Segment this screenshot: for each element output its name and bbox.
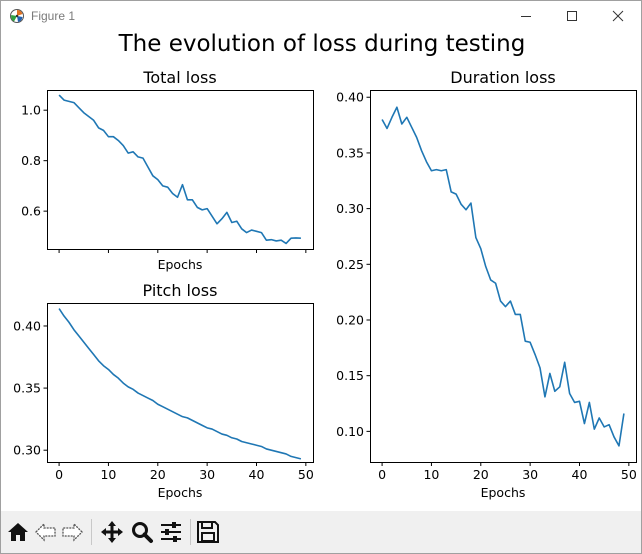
y-tick-label: 0.8 (21, 153, 41, 168)
window-title: Figure 1 (31, 9, 76, 23)
y-tick-label: 1.0 (21, 103, 41, 118)
y-tick-label: 0.6 (21, 204, 41, 219)
plots-svg: Total loss 0.6 0.8 1.0 Epochs Pitch loss 0 10 20… (13, 68, 637, 500)
y-tick-label: 0.40 (336, 90, 364, 105)
pitch-loss-series-line (58, 308, 302, 460)
duration-loss-series-line (381, 106, 625, 447)
figure-canvas[interactable]: The evolution of loss during testing Tot… (1, 31, 641, 511)
pitch-loss-xlabel: Epochs (158, 485, 203, 500)
pan-button[interactable] (99, 519, 125, 545)
zoom-icon (132, 522, 153, 543)
y-tick-label: 0.40 (13, 318, 41, 333)
y-tick-label: 0.15 (336, 368, 364, 383)
figure-suptitle: The evolution of loss during testing (118, 31, 526, 57)
x-tick-label: 10 (423, 467, 439, 482)
total-loss-title: Total loss (142, 68, 216, 87)
duration-loss-title: Duration loss (450, 68, 555, 87)
matplotlib-app-icon (10, 9, 24, 23)
configure-subplots-button[interactable] (158, 519, 184, 545)
back-icon (35, 522, 56, 542)
duration-loss-xlabel: Epochs (481, 485, 526, 500)
duration-loss-frame (370, 90, 637, 463)
pitch-loss-axes: Pitch loss 0 10 20 30 40 50 0.30 0.35 0.40 Epochs (13, 281, 314, 500)
pan-icon (101, 521, 123, 543)
toolbar-separator (91, 519, 92, 545)
pitch-loss-frame (47, 303, 314, 463)
duration-loss-axes: Duration loss 0 10 20 30 40 50 0.10 0.15 0.20 0.25… (336, 68, 637, 500)
y-tick-label: 0.35 (13, 381, 41, 396)
maximize-icon (567, 11, 577, 21)
x-tick-label: 50 (298, 467, 314, 482)
minimize-button[interactable] (503, 1, 549, 31)
back-button[interactable] (33, 519, 59, 545)
y-tick-label: 0.35 (336, 145, 364, 160)
toolbar-separator (190, 519, 191, 545)
y-tick-label: 0.10 (336, 424, 364, 439)
minimize-icon (521, 16, 531, 17)
total-loss-frame (47, 90, 314, 250)
y-tick-label: 0.20 (336, 312, 364, 327)
pitch-loss-title: Pitch loss (143, 281, 218, 300)
close-button[interactable] (595, 1, 641, 31)
zoom-button[interactable] (129, 519, 155, 545)
title-bar: Figure 1 (1, 1, 641, 31)
forward-button[interactable] (59, 519, 85, 545)
total-loss-axes: Total loss 0.6 0.8 1.0 Epochs (21, 68, 314, 272)
y-tick-label: 0.30 (13, 443, 41, 458)
navigation-toolbar (1, 511, 641, 553)
x-tick-label: 10 (100, 467, 116, 482)
x-tick-label: 40 (249, 467, 265, 482)
x-tick-label: 30 (199, 467, 215, 482)
configure-subplots-icon (161, 522, 181, 542)
save-button[interactable] (195, 519, 221, 545)
x-tick-label: 30 (522, 467, 538, 482)
x-tick-label: 20 (473, 467, 489, 482)
close-icon (612, 10, 624, 22)
total-loss-series-line (58, 94, 301, 245)
maximize-button[interactable] (549, 1, 595, 31)
x-tick-label: 40 (572, 467, 588, 482)
y-tick-label: 0.25 (336, 257, 364, 272)
home-icon (8, 523, 28, 541)
x-tick-label: 0 (378, 467, 386, 482)
x-tick-label: 50 (621, 467, 637, 482)
home-button[interactable] (5, 519, 31, 545)
total-loss-xlabel: Epochs (158, 257, 203, 272)
x-tick-label: 0 (55, 467, 63, 482)
save-icon (197, 521, 219, 543)
y-tick-label: 0.30 (336, 201, 364, 216)
forward-icon (62, 522, 83, 542)
x-tick-label: 20 (150, 467, 166, 482)
